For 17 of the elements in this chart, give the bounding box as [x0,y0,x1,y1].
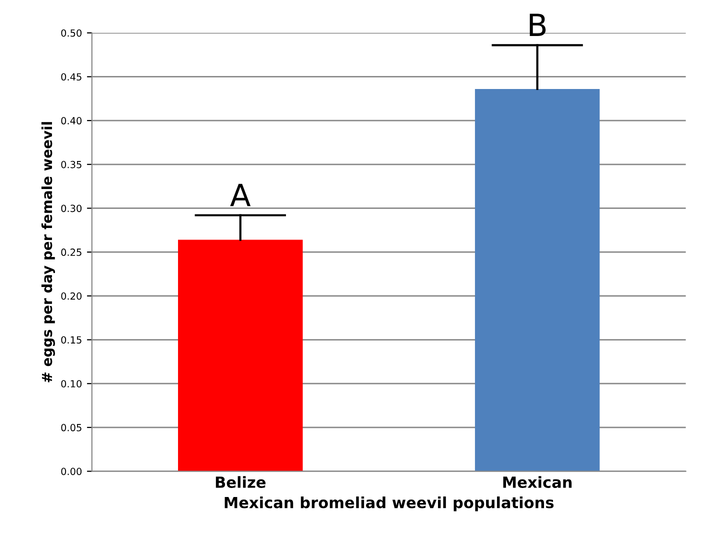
y-tick-label: 0.25 [61,248,82,256]
y-tick-label: 0.00 [61,468,82,476]
y-tick-label: 0.10 [61,380,82,388]
y-tick-label: 0.35 [61,160,82,168]
annotation: A [230,184,251,206]
y-tick-label: 0.40 [61,117,82,124]
y-tick-label: 0.15 [61,336,82,344]
y-tick-label: 0.05 [61,424,82,432]
x-tick-label: Belize [216,476,266,488]
annotation: B [530,14,546,36]
y-tick-label: 0.30 [61,204,82,212]
y-axis-title: # eggs per day per female weevil [41,122,55,382]
y-tick-label: 0.50 [61,29,82,37]
x-tick-label: Mexican [503,476,572,488]
y-tick-label: 0.45 [61,73,82,81]
x-axis-title: Mexican bromeliad weevil populations [224,496,554,512]
y-tick-label: 0.20 [61,292,82,300]
